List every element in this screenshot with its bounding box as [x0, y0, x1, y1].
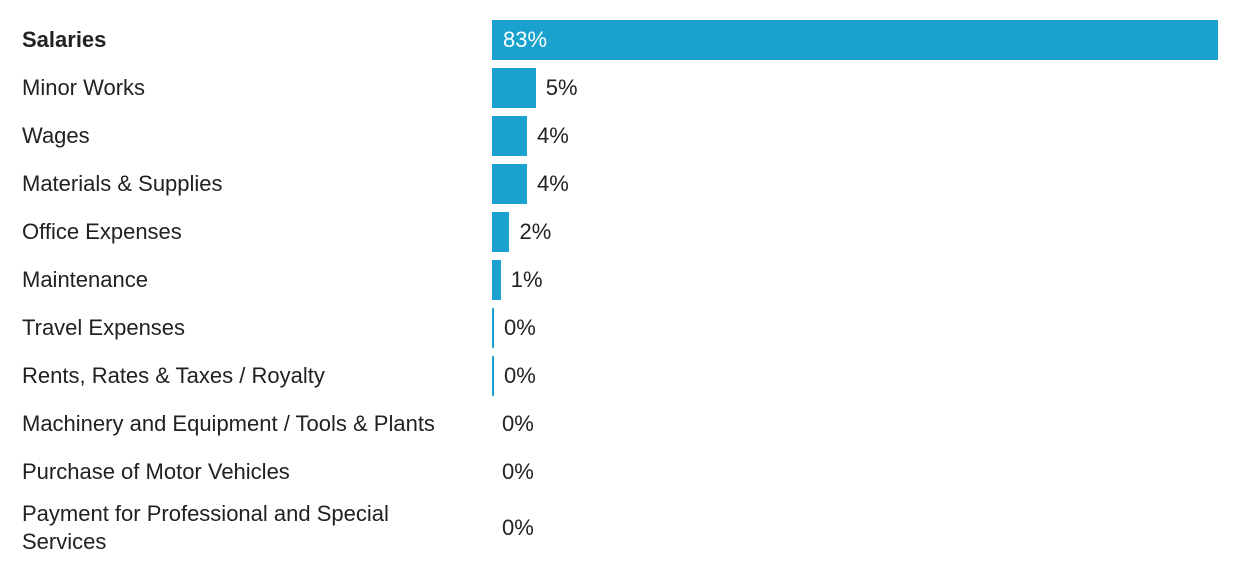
category-label: Salaries	[22, 27, 107, 52]
category-label: Minor Works	[22, 75, 146, 100]
category-label: Materials & Supplies	[22, 171, 223, 196]
bar-row: Payment for Professional and Special Ser…	[0, 496, 1240, 560]
value-label: 0%	[502, 515, 534, 540]
category-label: Purchase of Motor Vehicles	[22, 459, 290, 484]
bar	[492, 20, 1218, 60]
value-label: 2%	[519, 219, 552, 244]
value-label: 0%	[504, 315, 536, 340]
bar-row: Maintenance 1%	[0, 256, 1240, 304]
bar	[492, 212, 510, 252]
category-label: Office Expenses	[22, 219, 182, 244]
bar-row: Wages 4%	[0, 112, 1240, 160]
value-label: 5%	[545, 75, 578, 100]
value-label: 4%	[536, 171, 569, 196]
bar	[492, 260, 501, 300]
bar-row: Salaries 83%	[0, 16, 1240, 64]
category-label: Rents, Rates & Taxes / Royalty	[22, 363, 325, 388]
bar	[492, 356, 494, 396]
category-label: Maintenance	[22, 267, 148, 292]
bar-row: Travel Expenses 0%	[0, 304, 1240, 352]
bar-row: Materials & Supplies 4%	[0, 160, 1240, 208]
category-label: Travel Expenses	[22, 315, 186, 340]
value-label: 83%	[503, 27, 548, 52]
value-label: 0%	[502, 459, 534, 484]
value-label: 0%	[504, 363, 536, 388]
bar	[492, 116, 527, 156]
category-label: Machinery and Equipment / Tools & Plants	[22, 411, 435, 436]
category-label: Payment for Professional and Special Ser…	[22, 501, 389, 554]
value-label: 4%	[536, 123, 569, 148]
bar	[492, 164, 527, 204]
bar-row: Machinery and Equipment / Tools & Plants…	[0, 400, 1240, 448]
bar-row: Purchase of Motor Vehicles 0%	[0, 448, 1240, 496]
category-label: Wages	[22, 123, 90, 148]
bar	[492, 308, 494, 348]
value-label: 0%	[502, 411, 534, 436]
value-label: 1%	[510, 267, 543, 292]
bar-row: Office Expenses 2%	[0, 208, 1240, 256]
bar-row: Rents, Rates & Taxes / Royalty 0%	[0, 352, 1240, 400]
bar-row: Minor Works 5%	[0, 64, 1240, 112]
bar	[492, 68, 536, 108]
